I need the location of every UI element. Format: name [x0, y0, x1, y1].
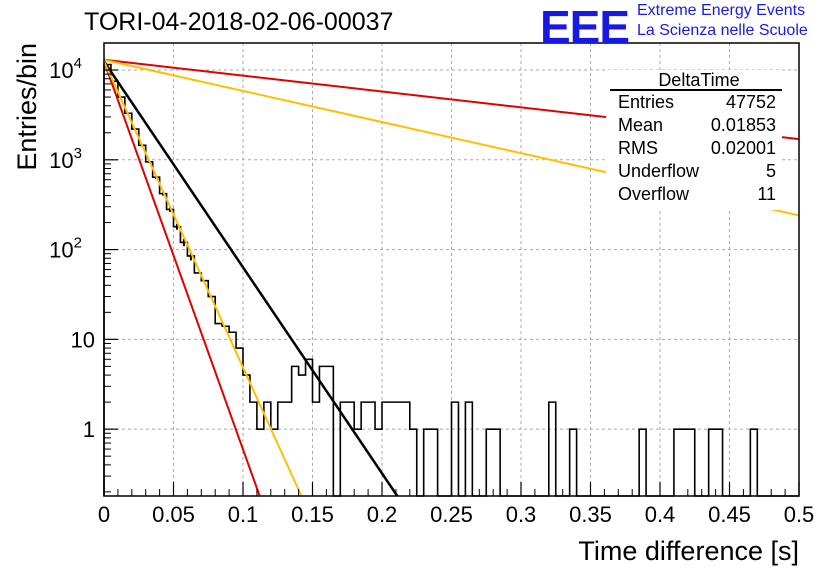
stats-label: Underflow	[618, 161, 700, 181]
x-tick-label: 0.4	[645, 502, 676, 527]
stats-row-entries: Entries 47752	[618, 92, 776, 114]
x-tick-label: 0.05	[152, 502, 195, 527]
stats-label: Entries	[618, 92, 675, 112]
stats-row-rms: RMS 0.02001	[618, 138, 776, 160]
stats-row-mean: Mean 0.01853	[618, 115, 776, 137]
stats-value: 0.02001	[710, 138, 776, 158]
x-tick-label: 0.45	[708, 502, 751, 527]
x-tick-label: 0.35	[569, 502, 612, 527]
x-axis-label: Time difference [s]	[578, 536, 799, 566]
stats-value: 47752	[725, 92, 776, 112]
fit-line	[102, 60, 399, 497]
stats-title: DeltaTime	[658, 70, 740, 90]
x-tick-label: 0.5	[784, 502, 815, 527]
stats-label: RMS	[618, 138, 658, 158]
x-tick-label: 0.3	[506, 502, 537, 527]
y-tick-label: 1	[83, 417, 95, 442]
axis-ticks	[103, 42, 800, 496]
y-axis-label: Entries/bin	[12, 43, 42, 171]
stats-value: 11	[757, 184, 776, 204]
stats-value: 5	[765, 161, 776, 181]
x-tick-label: 0.1	[228, 502, 259, 527]
stats-label: Overflow	[618, 184, 690, 204]
fit-line	[103, 60, 303, 497]
stats-row-underflow: Underflow 5	[618, 161, 776, 183]
stats-divider	[610, 89, 782, 91]
x-tick-label: 0.25	[430, 502, 473, 527]
stats-value: 0.01853	[710, 115, 776, 135]
tick-labels: 0 0.05 0.1 0.15 0.2 0.25 0.3 0.35 0.4 0.45 0.5 1 10 1…	[49, 55, 814, 527]
stats-box: DeltaTime Entries 47752 Mean 0.01853 RMS…	[606, 70, 782, 210]
y-tick-label: 104	[49, 55, 82, 83]
y-tick-label: 103	[49, 145, 82, 173]
stats-row-overflow: Overflow 11	[618, 184, 776, 206]
fit-line	[103, 60, 261, 497]
stats-label: Mean	[618, 115, 664, 135]
eee-logo: EEE	[540, 1, 630, 53]
y-tick-label: 102	[49, 235, 82, 263]
x-tick-label: 0.15	[291, 502, 334, 527]
y-tick-label: 10	[71, 327, 95, 352]
logo-subtitle-2: La Scienza nelle Scuole	[637, 22, 808, 39]
logo-subtitle-1: Extreme Energy Events	[637, 2, 806, 19]
grid	[104, 43, 799, 496]
run-title: TORI-04-2018-02-06-00037	[84, 8, 394, 36]
x-tick-label: 0.2	[367, 502, 398, 527]
x-tick-label: 0	[98, 502, 110, 527]
